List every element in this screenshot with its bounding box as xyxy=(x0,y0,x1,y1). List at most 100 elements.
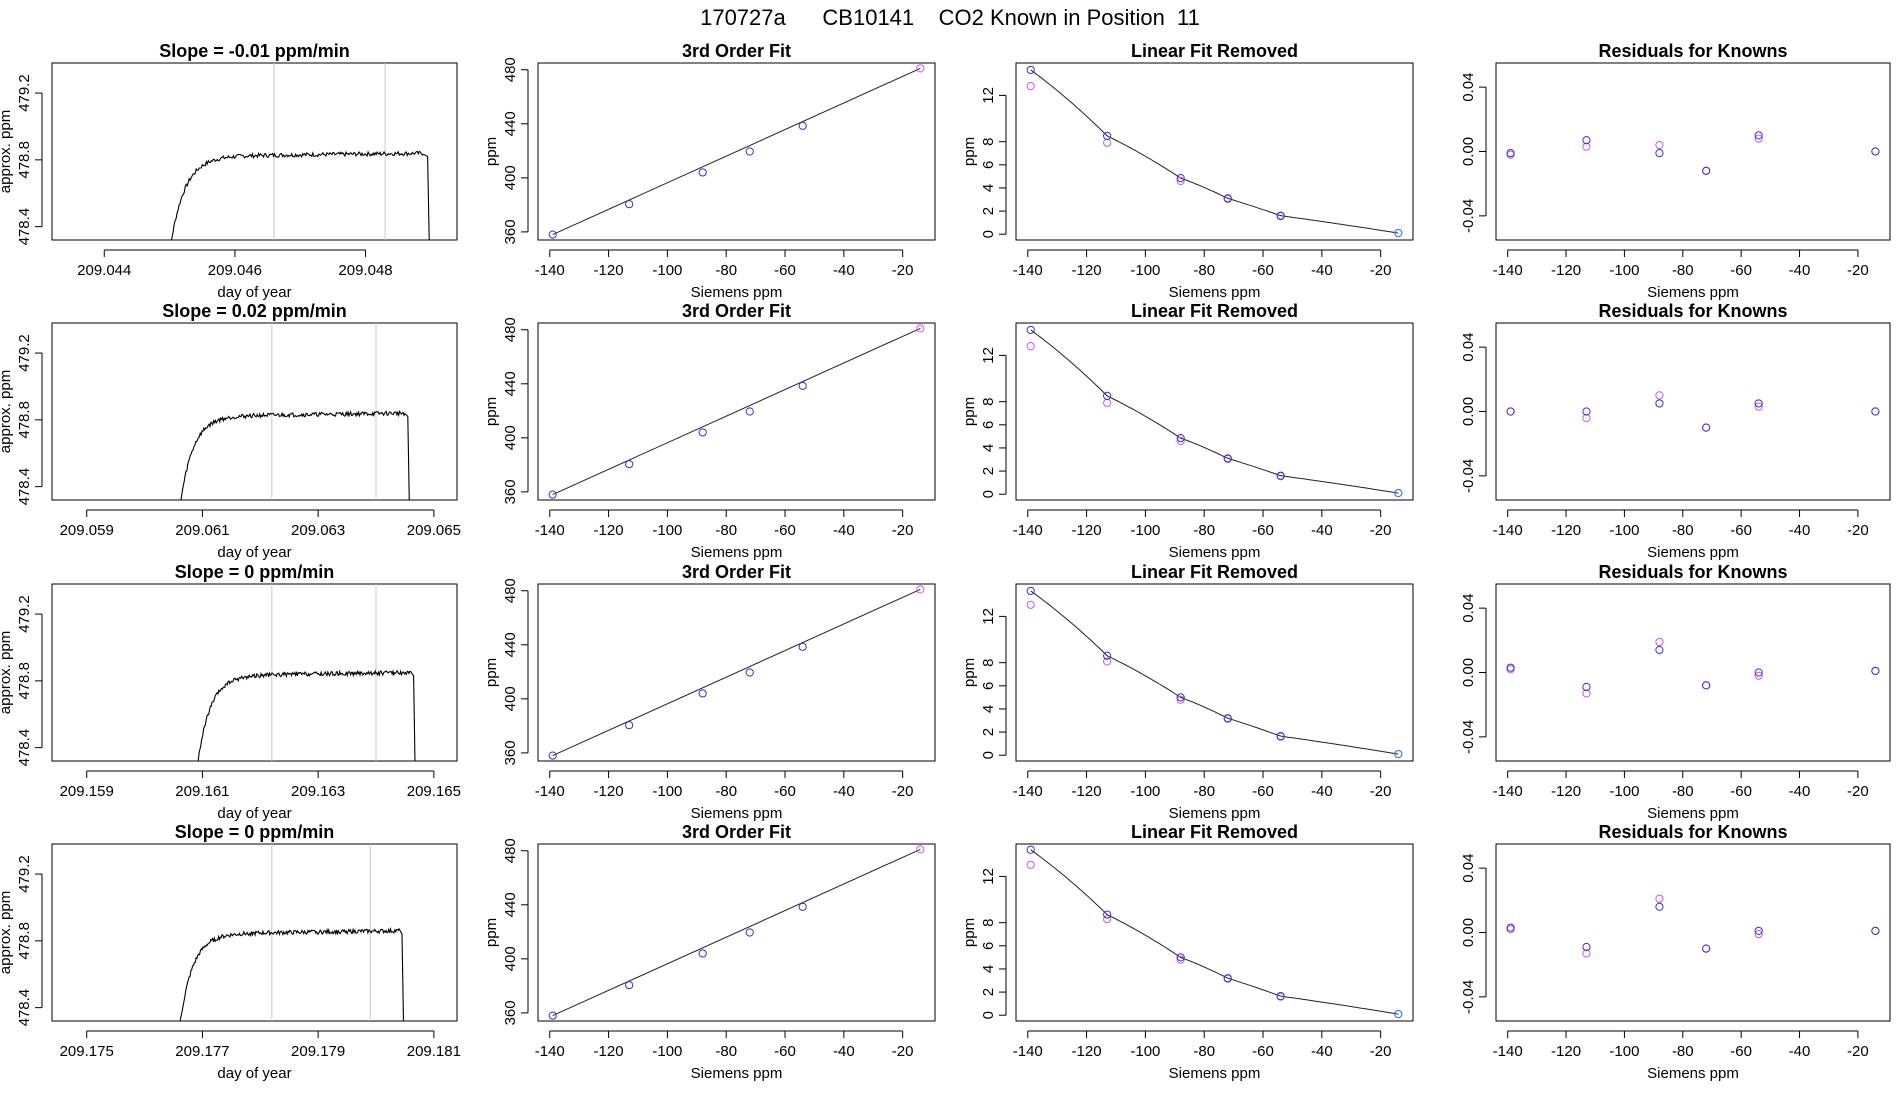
y-tick-label: 400 xyxy=(502,946,519,971)
data-point-magenta xyxy=(1582,949,1591,958)
x-tick-label: -40 xyxy=(1311,262,1333,279)
data-point xyxy=(625,200,634,209)
plot-data xyxy=(1506,391,1880,432)
x-tick-label: -40 xyxy=(833,1043,855,1060)
data-point-magenta xyxy=(1754,671,1763,680)
plot-frame xyxy=(51,62,458,241)
x-tick-label: -40 xyxy=(833,783,855,800)
x-tick-label: -140 xyxy=(535,783,565,800)
x-tick-label: -120 xyxy=(594,783,624,800)
x-tick-label: -20 xyxy=(892,1043,914,1060)
data-point-blue xyxy=(1754,668,1763,677)
x-tick-label: 209.059 xyxy=(60,522,114,539)
y-tick-label: 8 xyxy=(980,658,997,666)
x-tick-label: -140 xyxy=(1493,522,1523,539)
panel-title: Slope = -0.01 ppm/min xyxy=(159,41,350,61)
data-point-magenta xyxy=(1506,665,1515,674)
x-tick-label: -20 xyxy=(1370,262,1392,279)
x-tick-label: -80 xyxy=(715,1043,737,1060)
y-tick-label: 0.04 xyxy=(1460,333,1477,362)
data-point xyxy=(745,668,754,677)
x-tick-label: -100 xyxy=(1130,262,1160,279)
plot-data xyxy=(548,64,925,239)
x-tick-label: -20 xyxy=(1370,522,1392,539)
y-tick-label: 478.8 xyxy=(16,401,33,439)
x-tick-label: -140 xyxy=(1493,262,1523,279)
x-axis-label: Siemens ppm xyxy=(691,544,783,561)
data-point xyxy=(745,147,754,156)
data-point-magenta xyxy=(1103,138,1112,147)
data-point-blue xyxy=(1655,902,1664,911)
plot-data xyxy=(1026,586,1403,759)
chart-panel-r0c0: Slope = -0.01 ppm/min 209.044 209.046 209.0… xyxy=(0,41,458,301)
data-point-magenta xyxy=(1176,176,1185,186)
y-tick-label: 480 xyxy=(502,578,519,603)
x-tick-label: -80 xyxy=(1672,783,1694,800)
x-tick-label: -120 xyxy=(594,522,624,539)
chart-panel-r1c1: 3rd Order Fit -140 -120 -100 -80 -60 -40 -20 Sie… xyxy=(483,301,936,561)
x-axis-label: Siemens ppm xyxy=(1647,805,1739,822)
x-tick-label: 209.048 xyxy=(338,262,392,279)
data-point xyxy=(698,428,707,437)
y-tick-label: 478.8 xyxy=(16,662,33,700)
data-point-blue xyxy=(1754,926,1763,935)
plot-frame xyxy=(537,62,936,241)
x-tick-label: -120 xyxy=(594,262,624,279)
data-point-magenta xyxy=(1655,894,1664,903)
y-axis-label: ppm xyxy=(483,397,500,426)
x-tick-label: -60 xyxy=(1730,783,1752,800)
data-point xyxy=(548,751,557,760)
panel-title: 3rd Order Fit xyxy=(682,41,791,61)
x-tick-label: -60 xyxy=(1252,522,1274,539)
plot-frame xyxy=(51,322,458,501)
x-axis-label: day of year xyxy=(217,1065,291,1082)
y-tick-label: -0.04 xyxy=(1460,980,1477,1014)
y-tick-label: 0 xyxy=(980,751,997,759)
plot-data xyxy=(197,584,416,761)
y-tick-label: 2 xyxy=(980,988,997,996)
y-tick-label: 478.4 xyxy=(16,989,33,1027)
analyzer-trace xyxy=(197,668,416,761)
y-tick-label: 0 xyxy=(980,1011,997,1019)
data-point-blue xyxy=(1506,663,1515,672)
x-axis-label: Siemens ppm xyxy=(691,805,783,822)
x-tick-label: -60 xyxy=(1252,262,1274,279)
y-axis-label: ppm xyxy=(483,137,500,166)
y-tick-label: 12 xyxy=(980,87,997,104)
x-tick-label: 209.163 xyxy=(291,783,345,800)
x-tick-label: -20 xyxy=(892,262,914,279)
x-tick-label: -120 xyxy=(1551,783,1581,800)
data-point-magenta xyxy=(1026,860,1035,869)
data-point xyxy=(548,1011,557,1020)
x-axis-label: Siemens ppm xyxy=(1169,544,1261,561)
fit-line xyxy=(552,67,921,236)
plot-data xyxy=(180,323,410,500)
plot-data xyxy=(548,585,925,760)
y-tick-label: 479.2 xyxy=(16,334,33,372)
x-tick-label: 209.177 xyxy=(175,1043,229,1060)
plot-frame xyxy=(537,583,936,762)
plot-data xyxy=(179,844,405,1021)
y-tick-label: 400 xyxy=(502,165,519,190)
x-axis-label: Siemens ppm xyxy=(691,1065,783,1082)
x-axis-label: Siemens ppm xyxy=(1169,284,1261,301)
chart-panel-r0c2: Linear Fit Removed -140 -120 -100 -80 -60 -40 -… xyxy=(961,41,1414,301)
plot-frame xyxy=(51,843,458,1022)
fit-curve xyxy=(1030,69,1399,234)
x-tick-label: -120 xyxy=(594,1043,624,1060)
x-tick-label: -20 xyxy=(1847,1043,1869,1060)
data-point-magenta xyxy=(1026,82,1035,91)
chart-panel-r2c2: Linear Fit Removed -140 -120 -100 -80 -60 -40 -… xyxy=(961,562,1414,822)
data-point-blue xyxy=(1655,149,1664,158)
x-tick-label: -20 xyxy=(1370,1043,1392,1060)
data-point-blue xyxy=(1506,407,1515,416)
chart-panel-r2c0: Slope = 0 ppm/min 209.159 209.161 209.163 20… xyxy=(0,562,461,822)
chart-panel-r3c3: Residuals for Knowns -140 -120 -100 -80 -60 -4… xyxy=(1460,822,1891,1082)
x-tick-label: -100 xyxy=(1609,783,1639,800)
y-axis-label: ppm xyxy=(961,658,978,687)
data-point-blue xyxy=(1754,131,1763,140)
x-tick-label: -120 xyxy=(1072,522,1102,539)
y-tick-label: 0.00 xyxy=(1460,918,1477,947)
panel-title: Slope = 0 ppm/min xyxy=(175,562,335,582)
x-tick-label: -60 xyxy=(774,522,796,539)
